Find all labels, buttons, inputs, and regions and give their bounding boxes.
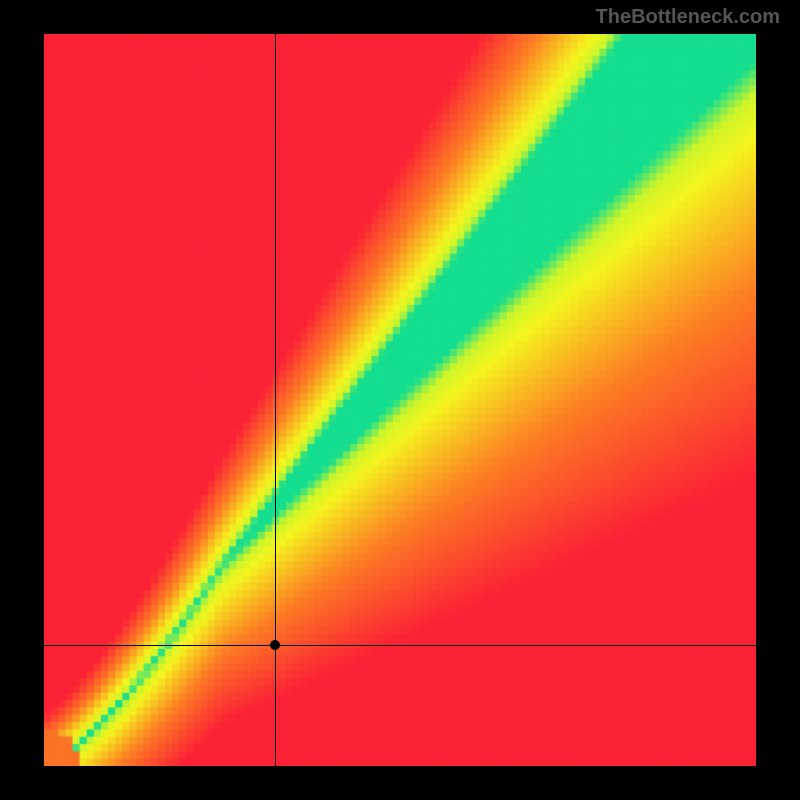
chart-container: TheBottleneck.com [0,0,800,800]
crosshair-horizontal [44,645,756,646]
heatmap-canvas [44,34,756,766]
crosshair-vertical [275,34,276,766]
watermark-text: TheBottleneck.com [596,6,780,29]
